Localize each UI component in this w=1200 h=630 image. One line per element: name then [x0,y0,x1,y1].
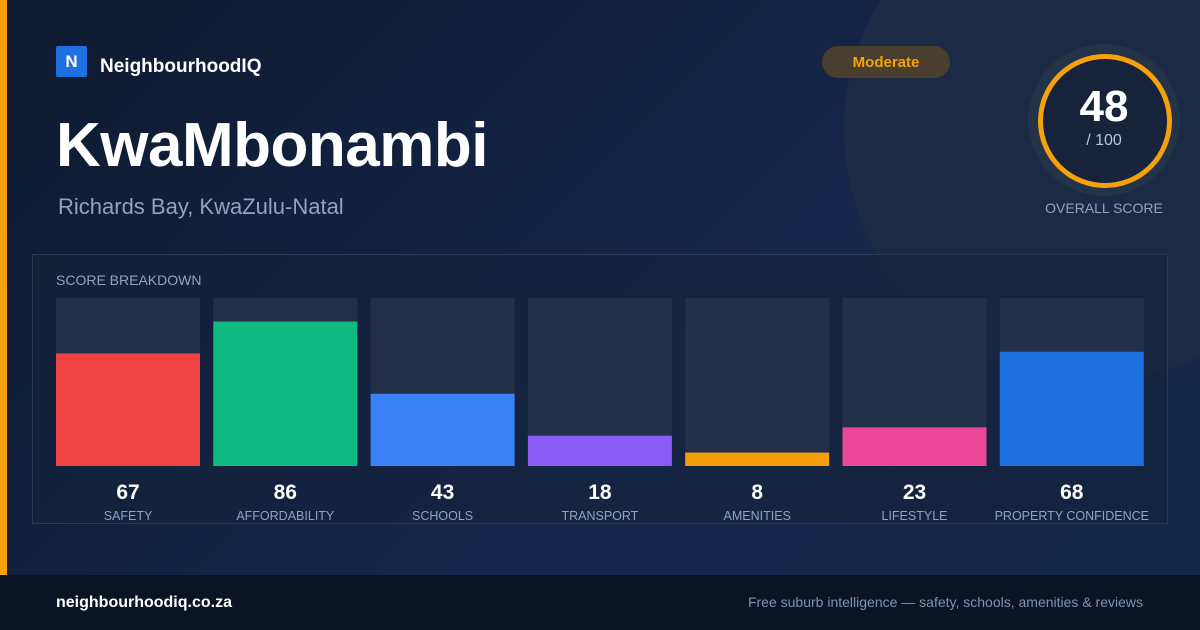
footer-tagline: Free suburb intelligence — safety, schoo… [747,594,1143,610]
rating-badge: Moderate [822,46,950,78]
accent-bar [0,0,7,575]
chart-title: SCORE BREAKDOWN [56,272,202,288]
overall-score-value: 48 [1079,82,1129,131]
brand-name: NeighbourhoodIQ [100,56,262,77]
suburb-title: KwaMbonambi [56,111,488,180]
score-breakdown-panel [32,254,1168,524]
footer-site: neighbourhoodiq.co.za [56,594,232,611]
overall-score-label: OVERALL SCORE [1045,200,1163,216]
overall-score-ring: 48 / 100 [1028,44,1180,196]
footer [0,575,1200,630]
score-ring-stroke [1038,54,1172,188]
suburb-location: Richards Bay, KwaZulu-Natal [58,194,344,219]
overall-score-max: / 100 [1086,132,1122,149]
logo-icon: N [56,46,87,77]
